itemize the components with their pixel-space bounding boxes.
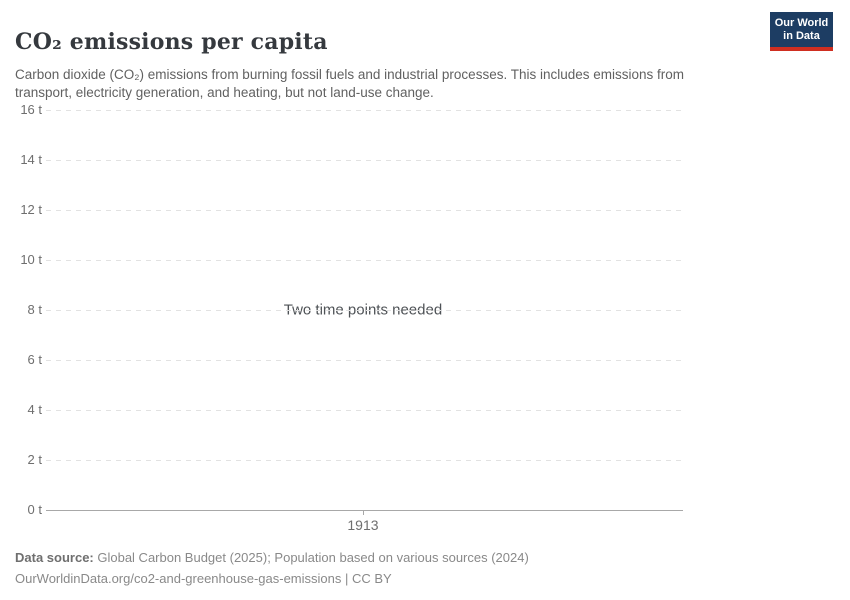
chart-footer: Data source: Global Carbon Budget (2025)…: [15, 547, 529, 589]
y-tick-label: 2 t: [27, 452, 42, 467]
gridline: [46, 310, 683, 311]
gridline: [46, 210, 683, 211]
y-tick-label: 12 t: [20, 202, 42, 217]
y-tick-label: 14 t: [20, 152, 42, 167]
data-source-text: Global Carbon Budget (2025); Population …: [93, 550, 529, 565]
y-tick-label: 8 t: [27, 302, 42, 317]
x-tick-label: 1913: [347, 517, 379, 533]
gridline: [46, 410, 683, 411]
plot-area: Two time points needed 1913: [46, 110, 683, 533]
y-axis-labels: 0 t 2 t 4 t 6 t 8 t 10 t 12 t 14 t 16 t: [0, 102, 42, 517]
y-tick-label: 6 t: [27, 352, 42, 367]
gridline: [46, 260, 683, 261]
gridline: [46, 160, 683, 161]
x-tick-mark: [362, 510, 364, 515]
y-tick-label: 16 t: [20, 102, 42, 117]
chart-title: CO₂ emissions per capita: [15, 28, 328, 55]
x-axis-line: [46, 510, 683, 511]
url-license-line: OurWorldinData.org/co2-and-greenhouse-ga…: [15, 571, 392, 586]
gridline: [46, 110, 683, 111]
gridline: [46, 460, 683, 461]
data-source-label: Data source:: [15, 550, 94, 565]
y-tick-label: 4 t: [27, 402, 42, 417]
y-tick-label: 10 t: [20, 252, 42, 267]
y-tick-label: 0 t: [27, 502, 42, 517]
owid-logo-line2: in Data: [783, 30, 820, 42]
owid-logo[interactable]: Our World in Data: [770, 12, 833, 51]
chart-subtitle: Carbon dioxide (CO₂) emissions from burn…: [15, 66, 685, 101]
data-source-line: Data source: Global Carbon Budget (2025)…: [15, 547, 529, 568]
owid-logo-line1: Our World: [774, 17, 829, 29]
gridline: [46, 360, 683, 361]
